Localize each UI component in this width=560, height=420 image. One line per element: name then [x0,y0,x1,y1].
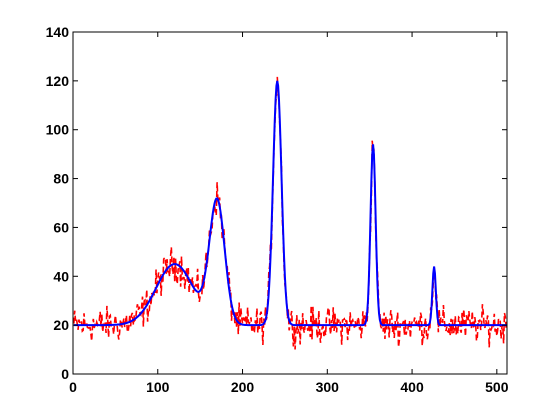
x-tick-label: 400 [400,379,424,395]
x-tick-label: 0 [69,379,77,395]
plot-background [73,32,507,374]
series-noisy-line [73,76,508,350]
x-tick-label: 200 [231,379,255,395]
y-tick-label: 120 [46,73,70,89]
plot-area [73,32,507,374]
y-tick-label: 80 [53,171,69,187]
x-tick-label: 500 [485,379,509,395]
y-tick-label: 140 [46,24,70,40]
series-fit-line [73,80,507,327]
x-tick-label: 100 [146,379,170,395]
y-tick-label: 40 [53,268,69,284]
y-tick-label: 20 [53,317,69,333]
y-tick-label: 100 [46,122,70,138]
y-tick-label: 0 [61,366,69,382]
y-tick-label: 60 [53,219,69,235]
series-layer [73,76,508,350]
axes: 0 100 200 300 400 500 0 20 40 60 80 100 120 140 [46,24,509,395]
axes-box [72,31,508,375]
x-tick-label: 300 [316,379,340,395]
